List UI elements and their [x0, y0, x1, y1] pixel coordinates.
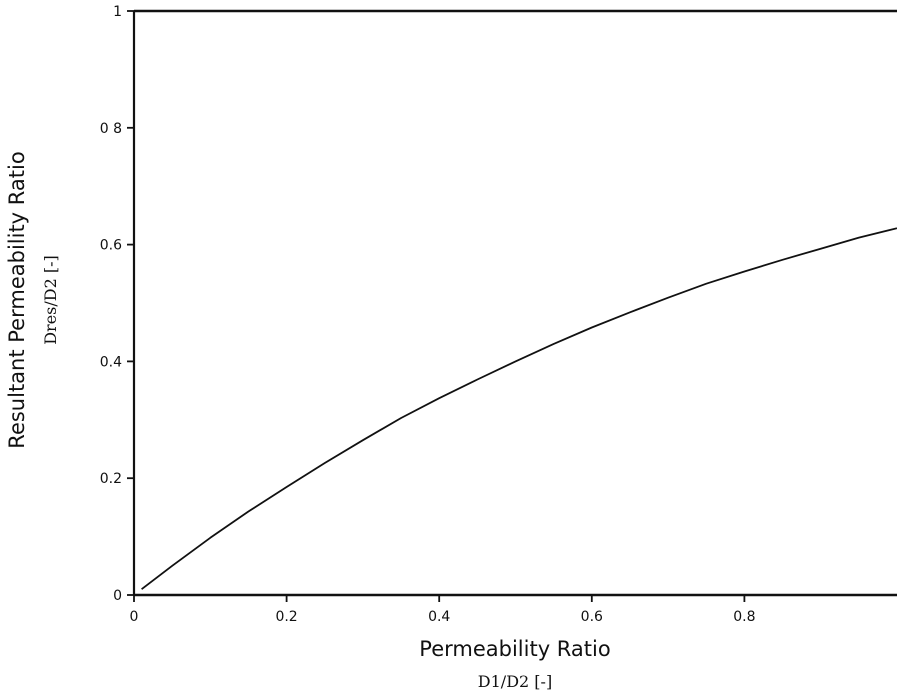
x-tick-label: 0.6 [581, 609, 603, 625]
y-tick-label: 1 [113, 4, 122, 20]
y-tick-label: 0.4 [100, 354, 122, 370]
x-tick-label: 0.2 [275, 609, 297, 625]
series-line-0 [141, 227, 897, 590]
x-tick-label: 0.8 [733, 609, 755, 625]
y-tick-label: 0 8 [100, 121, 122, 137]
x-axis-title: Permeability Ratio [419, 637, 610, 661]
y-axis-title: Resultant Permeability Ratio [5, 151, 29, 448]
y-tick-label: 0.6 [100, 238, 122, 254]
x-axis-unit: D1/D2 [-] [478, 672, 552, 691]
y-tick-label: 0.2 [100, 471, 122, 487]
y-axis-unit: Dres/D2 [-] [41, 255, 60, 345]
x-tick-label: 0 [130, 609, 139, 625]
y-tick-label: 0 [113, 588, 122, 604]
x-tick-label: 0.4 [428, 609, 450, 625]
